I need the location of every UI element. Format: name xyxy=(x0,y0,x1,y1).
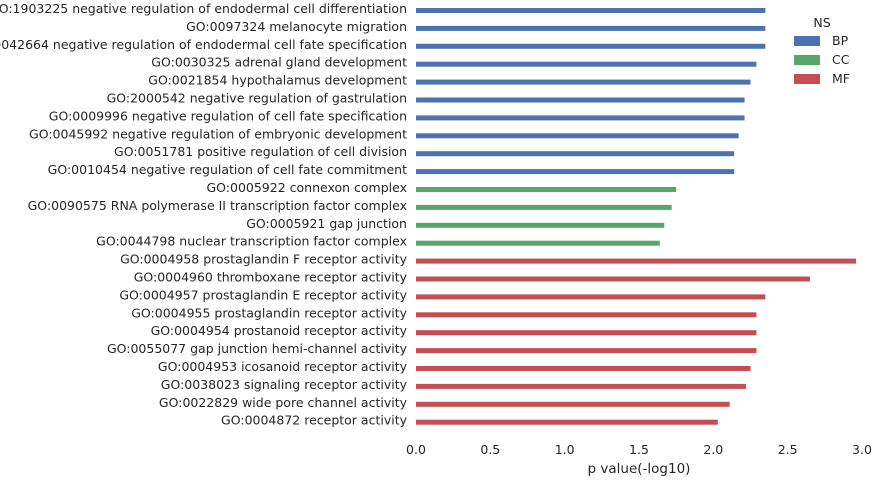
bars-group xyxy=(416,8,857,425)
category-label: GO:0004957 prostaglandin E receptor acti… xyxy=(119,287,407,302)
bar-bp xyxy=(416,43,766,49)
bar-mf xyxy=(416,419,718,425)
legend-label-cc: CC xyxy=(832,52,850,67)
category-label: GO:0021854 hypothalamus development xyxy=(148,73,407,88)
bar-bp xyxy=(416,151,735,157)
bar-bp xyxy=(416,61,757,67)
category-labels-group: GO:1903225 negative regulation of endode… xyxy=(0,1,408,428)
legend-swatch-bp xyxy=(794,36,820,46)
bar-mf xyxy=(416,366,751,371)
category-label: GO:0044798 nuclear transcription factor … xyxy=(96,234,407,249)
bar-mf xyxy=(416,312,757,318)
legend-label-mf: MF xyxy=(832,71,850,86)
x-tick-label: 2.5 xyxy=(778,442,798,457)
legend-title: NS xyxy=(813,15,830,30)
x-tick-label: 1.0 xyxy=(555,442,575,457)
bar-mf xyxy=(416,276,810,282)
x-tick-label: 2.0 xyxy=(703,442,723,457)
legend-swatch-cc xyxy=(794,55,820,65)
x-tick-labels-group: 0.0 0.5 1.0 1.5 2.0 2.5 3.0 xyxy=(406,442,872,457)
category-label: GO:0022829 wide pore channel activity xyxy=(159,395,408,410)
category-label: GO:2000542 negative regulation of gastru… xyxy=(107,91,407,106)
bar-cc xyxy=(416,204,672,210)
legend-swatch-mf xyxy=(794,74,820,84)
x-tick-label: 1.5 xyxy=(629,442,649,457)
category-label: GO:0051781 positive regulation of cell d… xyxy=(114,144,407,159)
bar-mf xyxy=(416,258,857,264)
category-label: GO:0004954 prostanoid receptor activity xyxy=(151,323,408,338)
category-label: GO:0004960 thromboxane receptor activity xyxy=(134,270,408,285)
x-tick-label: 3.0 xyxy=(852,442,872,457)
bar-bp xyxy=(416,79,751,85)
category-label: GO:0090575 RNA polymerase II transcripti… xyxy=(28,198,407,213)
x-tick-label: 0.5 xyxy=(480,442,500,457)
bar-mf xyxy=(416,401,730,407)
bar-cc xyxy=(416,240,660,246)
x-tick-label: 0.0 xyxy=(406,442,426,457)
bar-bp xyxy=(416,97,745,103)
category-label: GO:0055077 gap junction hemi-channel act… xyxy=(107,341,408,356)
category-label: GO:0010454 negative regulation of cell f… xyxy=(48,162,407,177)
bar-bp xyxy=(416,25,766,31)
legend: NS BP CC MF xyxy=(794,15,850,86)
bar-cc xyxy=(416,187,677,192)
legend-label-bp: BP xyxy=(832,33,849,48)
bar-mf xyxy=(416,348,757,354)
bar-bp xyxy=(416,133,739,139)
x-axis-title: p value(-log10) xyxy=(588,461,691,477)
category-label: GO:0004872 receptor activity xyxy=(221,413,408,428)
bar-cc xyxy=(416,222,665,228)
bar-mf xyxy=(416,294,766,300)
category-label: GO:0042664 negative regulation of endode… xyxy=(0,37,407,52)
bar-bp xyxy=(416,8,766,13)
category-label: GO:1903225 negative regulation of endode… xyxy=(0,1,407,16)
category-label: GO:0004958 prostaglandin F receptor acti… xyxy=(120,252,408,267)
bar-mf xyxy=(416,330,757,336)
bar-bp xyxy=(416,115,745,121)
bar-bp xyxy=(416,169,735,175)
category-label: GO:0045992 negative regulation of embryo… xyxy=(29,126,407,141)
category-label: GO:0005921 gap junction xyxy=(246,216,407,231)
category-label: GO:0004953 icosanoid receptor activity xyxy=(158,359,408,374)
category-label: GO:0038023 signaling receptor activity xyxy=(161,377,408,392)
bar-mf xyxy=(416,383,747,389)
category-label: GO:0097324 melanocyte migration xyxy=(186,19,407,34)
category-label: GO:0009996 negative regulation of cell f… xyxy=(49,108,407,123)
category-label: GO:0005922 connexon complex xyxy=(206,180,407,195)
category-label: GO:0030325 adrenal gland development xyxy=(151,55,407,70)
category-label: GO:0004955 prostaglandin receptor activi… xyxy=(131,305,407,320)
